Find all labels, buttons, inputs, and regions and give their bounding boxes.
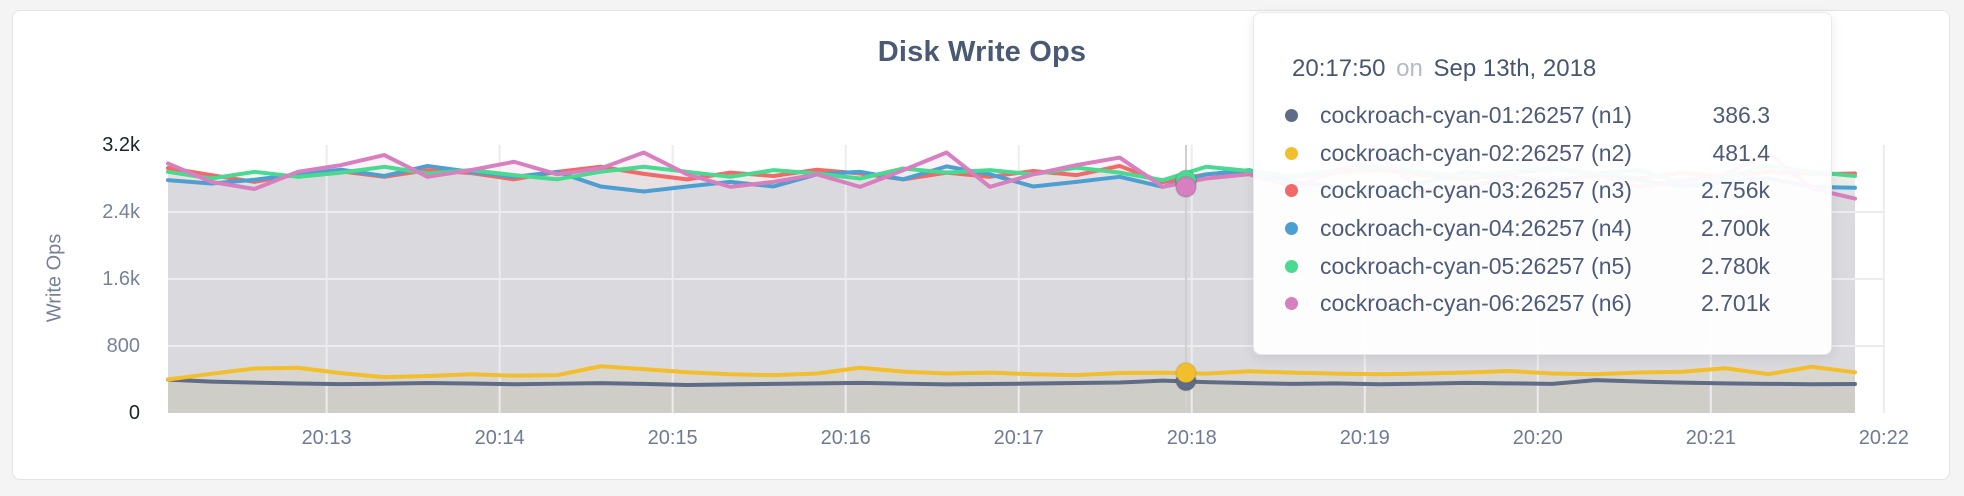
series-area	[168, 366, 1855, 413]
x-tick-label: 20:19	[1339, 427, 1390, 449]
series-name: cockroach-cyan-03:26257 (n3)	[1320, 177, 1632, 204]
series-area	[168, 379, 1855, 413]
series-color-dot-icon	[1285, 259, 1298, 273]
series-value: 386.3	[1712, 102, 1770, 129]
chart-title: Disk Write Ops	[877, 36, 1087, 68]
tooltip-date: Sep 13th, 2018	[1433, 55, 1597, 82]
x-tick-label: 20:13	[301, 427, 352, 449]
tooltip-series-row: cockroach-cyan-04:26257 (n4) 2.700k	[1285, 210, 1770, 248]
series-value: 2.756k	[1700, 177, 1770, 204]
series-name: cockroach-cyan-04:26257 (n4)	[1320, 215, 1632, 242]
series-name: cockroach-cyan-02:26257 (n2)	[1320, 139, 1632, 166]
x-tick-label: 20:20	[1512, 427, 1563, 449]
x-tick-label: 20:16	[820, 427, 871, 449]
series-color-dot-icon	[1285, 222, 1298, 236]
hover-point	[1174, 361, 1197, 384]
tooltip-series-row: cockroach-cyan-06:26257 (n6) 2.701k	[1285, 285, 1770, 323]
series-value: 2.700k	[1700, 215, 1770, 242]
series-color-dot-icon	[1285, 184, 1298, 198]
series-color-dot-icon	[1285, 146, 1298, 160]
series-line	[166, 364, 1857, 382]
tooltip-header: 20:17:50 on Sep 13th, 2018	[1292, 55, 1770, 83]
tooltip-preposition: on	[1396, 55, 1423, 82]
tooltip-time: 20:17:50	[1292, 55, 1386, 82]
series-color-dot-icon	[1285, 109, 1298, 123]
tooltip-series-row: cockroach-cyan-01:26257 (n1) 386.3	[1285, 97, 1770, 135]
series-name: cockroach-cyan-05:26257 (n5)	[1320, 252, 1632, 279]
y-tick-label: 2.4k	[102, 201, 140, 223]
series-name: cockroach-cyan-06:26257 (n6)	[1320, 290, 1632, 317]
series-value: 481.4	[1712, 139, 1770, 166]
hover-point	[1174, 175, 1197, 198]
tooltip-series-list: cockroach-cyan-01:26257 (n1) 386.3 cockr…	[1285, 97, 1770, 323]
series-color-dot-icon	[1285, 297, 1298, 311]
x-tick-label: 20:15	[647, 427, 698, 449]
y-tick-label: 3.2k	[102, 134, 140, 156]
tooltip-series-row: cockroach-cyan-05:26257 (n5) 2.780k	[1285, 247, 1770, 285]
x-tick-label: 20:17	[993, 427, 1044, 449]
series-name: cockroach-cyan-01:26257 (n1)	[1320, 102, 1632, 129]
x-tick-label: 20:22	[1858, 427, 1909, 449]
y-tick-label: 1.6k	[102, 268, 140, 290]
x-tick-label: 20:18	[1166, 427, 1217, 449]
series-line	[166, 377, 1857, 387]
x-tick-label: 20:14	[474, 427, 525, 449]
tooltip-series-row: cockroach-cyan-02:26257 (n2) 481.4	[1285, 135, 1770, 173]
series-value: 2.780k	[1700, 252, 1770, 279]
y-tick-label: 0	[128, 402, 140, 424]
series-value: 2.701k	[1700, 290, 1770, 317]
hover-tooltip: 20:17:50 on Sep 13th, 2018 cockroach-cya…	[1253, 12, 1832, 355]
x-tick-label: 20:21	[1685, 427, 1736, 449]
y-tick-label: 800	[106, 335, 140, 357]
tooltip-series-row: cockroach-cyan-03:26257 (n3) 2.756k	[1285, 172, 1770, 210]
